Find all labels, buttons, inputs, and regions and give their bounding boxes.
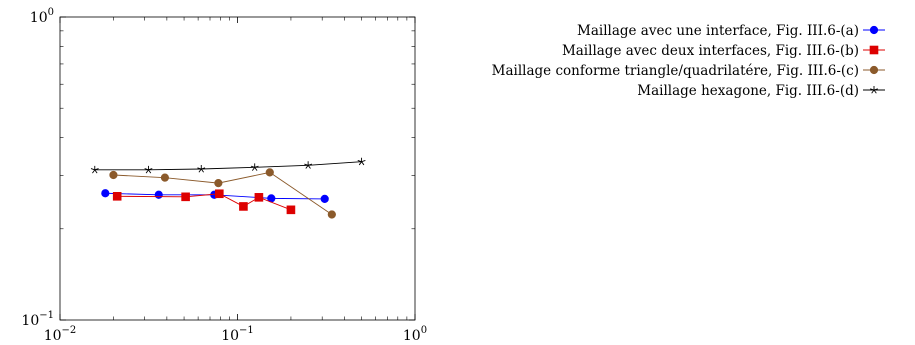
data-point <box>327 210 336 219</box>
axes-frame <box>59 16 416 321</box>
data-point <box>254 193 264 202</box>
data-point <box>239 202 248 211</box>
legend-label: Maillage hexagone, Fig. III.6-(d) <box>637 83 859 99</box>
legend-marker <box>869 45 879 55</box>
data-point <box>320 194 329 203</box>
data-point <box>214 179 223 188</box>
series-4 <box>90 157 366 174</box>
data-point <box>304 161 313 169</box>
data-point <box>112 192 122 201</box>
x-tick-label: 100 <box>403 325 427 344</box>
data-point <box>250 163 259 171</box>
data-point <box>101 189 110 198</box>
legend-item-4: Maillage hexagone, Fig. III.6-(d) <box>637 83 885 99</box>
legend-marker <box>870 86 878 94</box>
y-tick-label: 100 <box>30 7 54 26</box>
data-point <box>154 190 163 199</box>
legend: Maillage avec une interface, Fig. III.6-… <box>492 23 885 99</box>
legend-label: Maillage avec une interface, Fig. III.6-… <box>577 23 859 39</box>
data-point <box>265 168 274 177</box>
legend-marker <box>869 25 879 35</box>
legend-item-2: Maillage avec deux interfaces, Fig. III.… <box>562 43 885 59</box>
data-point <box>286 205 296 215</box>
data-point <box>144 165 153 174</box>
legend-label: Maillage conforme triangle/quadrilatére,… <box>492 63 859 79</box>
x-tick-label: 10−2 <box>44 325 77 344</box>
data-point <box>357 157 366 166</box>
series-line <box>117 193 292 211</box>
series-2 <box>112 189 296 215</box>
legend-marker <box>869 65 879 75</box>
data-point <box>160 173 170 182</box>
series-3 <box>109 168 336 219</box>
series-line <box>94 161 362 171</box>
data-point <box>215 189 224 199</box>
series-1 <box>101 189 329 203</box>
legend-item-1: Maillage avec une interface, Fig. III.6-… <box>577 23 885 39</box>
legend-item-3: Maillage conforme triangle/quadrilatére,… <box>492 63 885 79</box>
data-point <box>197 165 206 173</box>
data-point <box>181 192 190 202</box>
data-point <box>90 165 99 174</box>
x-tick-label: 10−1 <box>221 325 254 344</box>
data-point <box>109 170 118 180</box>
y-tick-label: 10−1 <box>21 310 54 329</box>
legend-label: Maillage avec deux interfaces, Fig. III.… <box>562 43 859 59</box>
